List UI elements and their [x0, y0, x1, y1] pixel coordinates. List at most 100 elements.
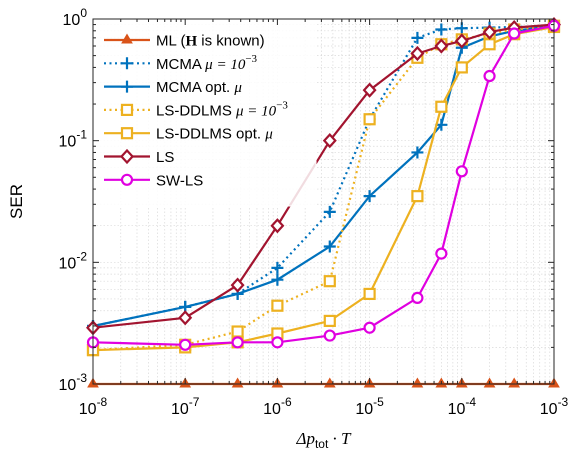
- x-tick-label-base: 10: [171, 401, 189, 418]
- legend-label-exponent: −3: [245, 53, 257, 65]
- legend-label-text: is known): [197, 33, 265, 50]
- marker-triangle: [411, 377, 424, 388]
- marker-diamond: [362, 82, 377, 98]
- marker-diamond: [230, 277, 245, 293]
- marker-circle: [435, 247, 448, 260]
- x-tick-label-exponent: -4: [465, 395, 476, 409]
- x-tick-label-exponent: -8: [97, 395, 108, 409]
- x-tick-label: 10-5: [355, 395, 384, 418]
- legend-label: MCMA μ = 10−3: [156, 53, 258, 73]
- marker-plus: [411, 146, 424, 159]
- x-axis-title-rest: · T: [328, 429, 352, 448]
- x-tick-label: 10-8: [79, 395, 108, 418]
- marker-square: [483, 38, 496, 51]
- y-tick-label: 10-2: [59, 249, 88, 272]
- legend-label-text: LS-DDLMS opt.: [156, 126, 265, 143]
- x-tick-label-base: 10: [355, 401, 373, 418]
- marker-plus: [271, 273, 284, 286]
- marker-diamond: [178, 310, 193, 326]
- legend-label-bold: H: [185, 34, 197, 50]
- x-tick-label-exponent: -7: [189, 395, 200, 409]
- marker-diamond: [410, 45, 425, 62]
- marker-triangle: [323, 377, 336, 388]
- legend-label: ML (H is known): [156, 33, 265, 50]
- marker-square: [435, 100, 448, 113]
- marker-diamond: [454, 33, 469, 49]
- y-tick-label-exponent: -1: [76, 128, 87, 142]
- marker-triangle: [121, 33, 133, 44]
- marker-square: [231, 325, 244, 338]
- marker-plus: [411, 31, 424, 44]
- marker-plus: [363, 190, 376, 203]
- marker-circle: [363, 321, 376, 334]
- legend-label-text: LS: [156, 149, 174, 166]
- legend-label: LS: [156, 149, 174, 166]
- marker-circle: [179, 338, 192, 351]
- x-tick-label-base: 10: [448, 401, 466, 418]
- x-tick-label: 10-4: [448, 395, 477, 418]
- x-axis-title-main: Δp: [295, 429, 314, 448]
- y-tick-label-base: 10: [59, 255, 77, 272]
- legend-label-text: ML (: [156, 33, 185, 50]
- y-tick-label-exponent: 0: [80, 6, 87, 20]
- x-tick-label: 10-6: [263, 395, 292, 418]
- y-tick-label-exponent: -3: [76, 371, 87, 385]
- y-tick-label: 10-1: [59, 128, 88, 151]
- x-tick-label: 10-3: [540, 395, 569, 418]
- legend-label-text: MCMA opt.: [156, 79, 234, 96]
- marker-diamond: [434, 38, 449, 54]
- marker-square: [271, 299, 284, 312]
- marker-square: [120, 103, 134, 117]
- marker-circle: [231, 336, 244, 349]
- marker-triangle: [231, 377, 244, 388]
- marker-square: [120, 127, 134, 140]
- marker-circle: [323, 329, 336, 342]
- y-tick-label-exponent: -2: [76, 249, 87, 263]
- plot-frame: [92, 18, 555, 385]
- series-6: [86, 19, 561, 351]
- y-axis-title: SER: [7, 184, 26, 219]
- legend-label-math: μ = 10: [204, 57, 246, 73]
- marker-plus: [121, 80, 133, 93]
- marker-circle: [411, 291, 424, 305]
- marker-square: [363, 287, 376, 301]
- x-tick-label-exponent: -5: [373, 395, 384, 409]
- legend-label: LS-DDLMS opt. μ: [156, 126, 273, 143]
- x-axis-title: Δptot · T: [295, 429, 352, 451]
- x-tick-label-base: 10: [79, 401, 97, 418]
- x-tick-label-exponent: -6: [281, 395, 292, 409]
- marker-triangle: [508, 377, 521, 388]
- marker-diamond: [120, 148, 134, 165]
- series-line: [92, 24, 555, 346]
- marker-plus: [271, 261, 284, 274]
- series-lines: [86, 16, 561, 388]
- marker-plus: [121, 57, 133, 70]
- y-tick-label: 100: [63, 6, 88, 29]
- x-axis-title-subscript: tot: [315, 437, 329, 451]
- x-tick-label: 10-7: [171, 395, 200, 418]
- legend-label: MCMA opt. μ: [156, 79, 242, 96]
- marker-square: [323, 314, 336, 328]
- marker-plus: [323, 205, 336, 218]
- x-tick-label-base: 10: [540, 401, 558, 418]
- y-tick-label-base: 10: [59, 134, 77, 151]
- legend-label-exponent: −3: [276, 99, 288, 111]
- marker-circle: [483, 69, 496, 83]
- series-0: [87, 377, 560, 388]
- marker-diamond: [270, 218, 285, 234]
- marker-square: [323, 275, 336, 288]
- marker-plus: [435, 23, 448, 36]
- marker-circle: [271, 336, 284, 349]
- legend-label-math: μ: [264, 127, 273, 143]
- series-line: [92, 24, 555, 352]
- marker-diamond: [322, 133, 337, 149]
- legend-label: LS-DDLMS μ = 10−3: [156, 99, 288, 119]
- x-tick-label-exponent: -3: [558, 395, 569, 409]
- marker-square: [455, 61, 468, 74]
- legend-label-text: SW-LS: [156, 172, 203, 189]
- y-tick-label-base: 10: [63, 12, 81, 29]
- legend-label-math: μ: [233, 80, 242, 96]
